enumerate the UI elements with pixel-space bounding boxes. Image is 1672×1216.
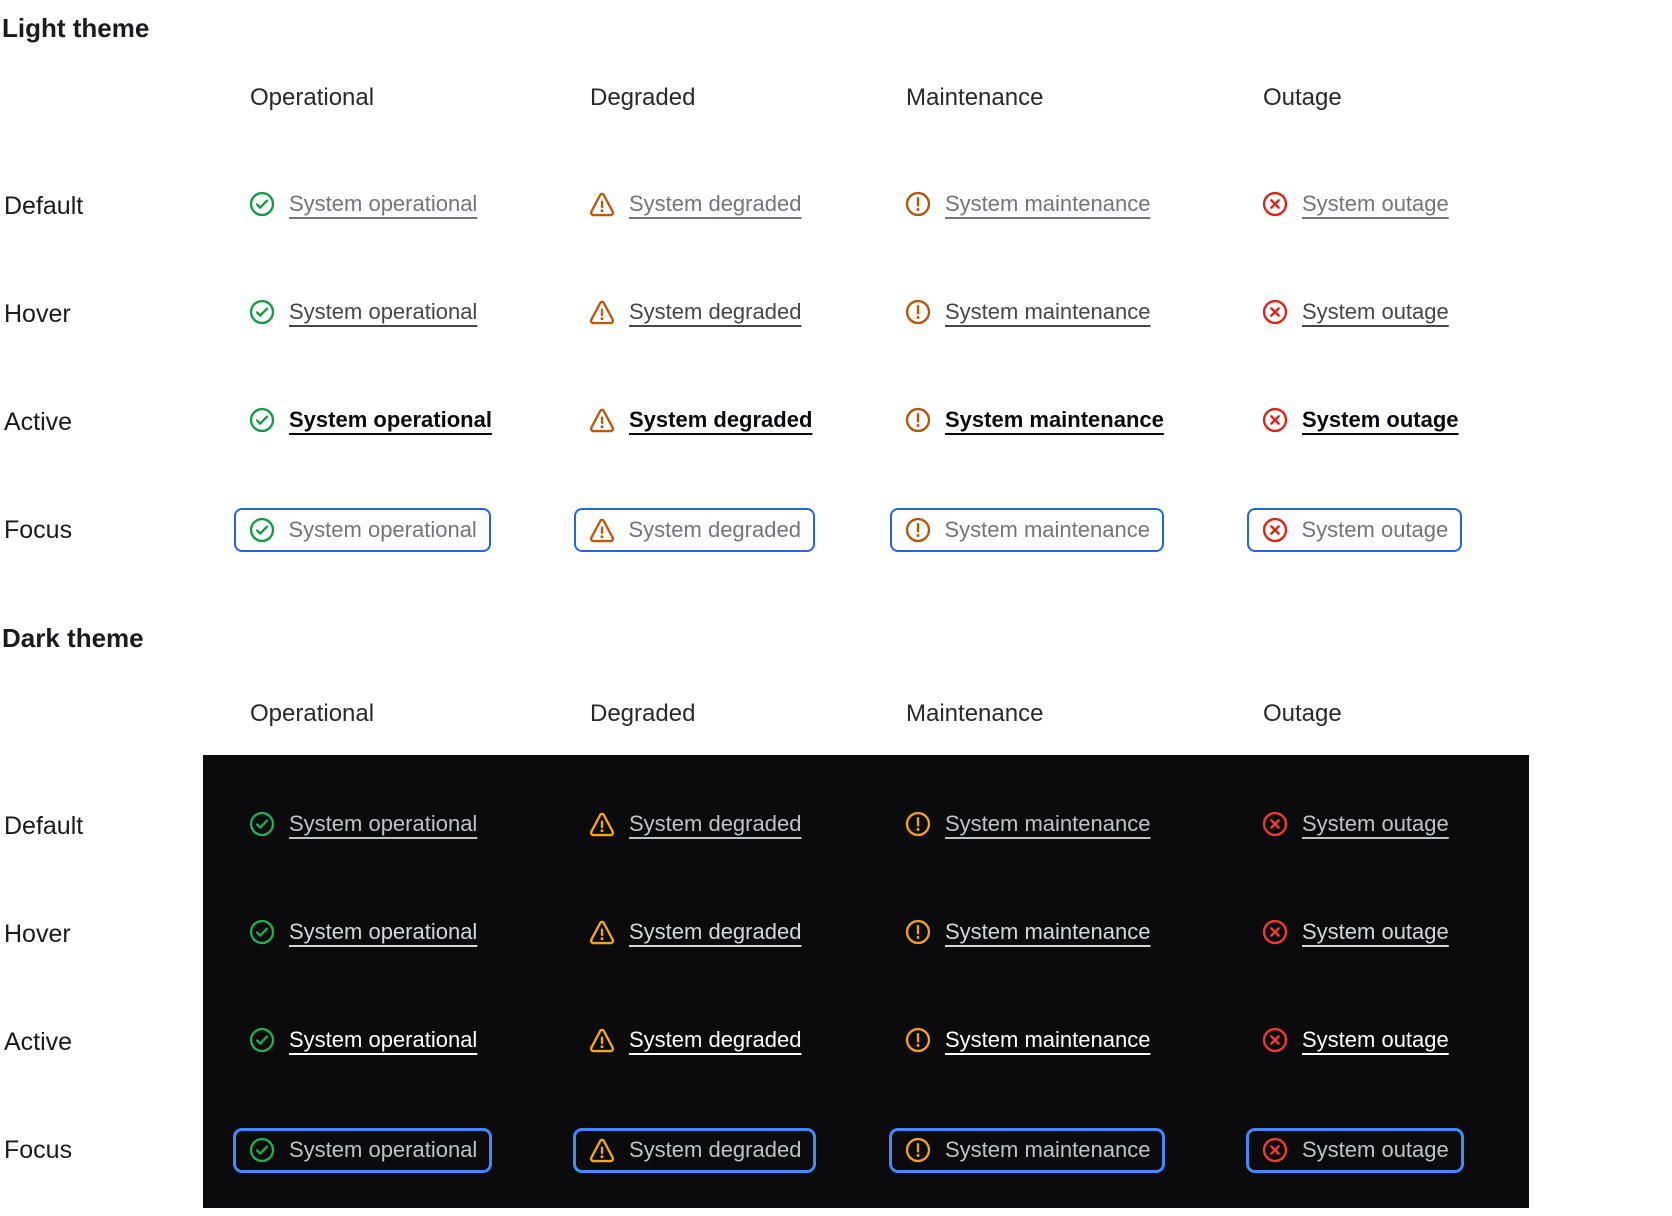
circle-exclamation-icon bbox=[904, 1026, 932, 1054]
dark-focus-operational-link[interactable]: System operational bbox=[233, 1127, 493, 1173]
light-state-row-hover: Hover System operational System degraded… bbox=[0, 260, 1672, 368]
dark-active-outage-link[interactable]: System outage bbox=[1261, 1026, 1449, 1054]
circle-check-icon bbox=[248, 406, 276, 434]
dark-hover-outage-link[interactable]: System outage bbox=[1261, 918, 1449, 946]
dark-focus-outage-link[interactable]: System outage bbox=[1246, 1127, 1464, 1173]
light-default-operational-link[interactable]: System operational bbox=[248, 190, 477, 218]
dark-focus-degraded-link[interactable]: System degraded bbox=[573, 1127, 817, 1173]
light-focus-operational-link[interactable]: System operational bbox=[233, 508, 491, 552]
column-header-outage: Outage bbox=[1263, 700, 1342, 727]
circle-xmark-icon bbox=[1261, 190, 1289, 218]
light-focus-maintenance-link[interactable]: System maintenance bbox=[889, 508, 1164, 552]
circle-exclamation-icon bbox=[904, 918, 932, 946]
light-state-row-default: Default System operational System degrad… bbox=[0, 152, 1672, 260]
column-header-operational: Operational bbox=[250, 84, 375, 111]
triangle-warning-icon bbox=[588, 516, 616, 544]
light-column-headers: Operational Degraded Maintenance Outage bbox=[0, 44, 1672, 152]
circle-xmark-icon bbox=[1261, 810, 1289, 838]
triangle-warning-icon bbox=[588, 298, 616, 326]
dark-focus-maintenance-link[interactable]: System maintenance bbox=[889, 1127, 1166, 1173]
light-hover-degraded-link[interactable]: System degraded bbox=[588, 298, 801, 326]
state-label-hover: Hover bbox=[4, 919, 71, 948]
triangle-warning-icon bbox=[588, 1026, 616, 1054]
state-label-active: Active bbox=[4, 1027, 73, 1056]
circle-xmark-icon bbox=[1261, 1026, 1289, 1054]
column-header-outage: Outage bbox=[1263, 84, 1342, 111]
dark-theme-heading: Dark theme bbox=[2, 623, 144, 653]
dark-hover-operational-link[interactable]: System operational bbox=[248, 918, 477, 946]
triangle-warning-icon bbox=[588, 406, 616, 434]
light-active-outage-link[interactable]: System outage bbox=[1261, 406, 1459, 434]
light-hover-operational-link[interactable]: System operational bbox=[248, 298, 477, 326]
dark-theme-panel bbox=[203, 755, 1529, 1208]
state-label-focus: Focus bbox=[4, 515, 73, 544]
circle-check-icon bbox=[248, 190, 276, 218]
triangle-warning-icon bbox=[588, 918, 616, 946]
dark-active-maintenance-link[interactable]: System maintenance bbox=[904, 1026, 1150, 1054]
dark-state-row-focus: Focus System operational System degraded… bbox=[0, 1096, 1672, 1204]
light-focus-degraded-link[interactable]: System degraded bbox=[573, 508, 815, 552]
column-header-degraded: Degraded bbox=[590, 700, 696, 727]
dark-column-headers: Operational Degraded Maintenance Outage bbox=[0, 656, 1672, 772]
circle-xmark-icon bbox=[1261, 918, 1289, 946]
column-header-maintenance: Maintenance bbox=[906, 700, 1044, 727]
circle-exclamation-icon bbox=[904, 810, 932, 838]
state-label-active: Active bbox=[4, 407, 73, 436]
light-theme-section: Light theme Operational Degraded Mainten… bbox=[0, 0, 1672, 584]
light-state-row-focus: Focus System operational System degraded… bbox=[0, 476, 1672, 584]
dark-default-maintenance-link[interactable]: System maintenance bbox=[904, 810, 1150, 838]
state-label-hover: Hover bbox=[4, 299, 71, 328]
circle-check-icon bbox=[248, 1136, 276, 1164]
column-header-operational: Operational bbox=[250, 700, 375, 727]
light-state-row-active: Active System operational System degrade… bbox=[0, 368, 1672, 476]
circle-check-icon bbox=[248, 918, 276, 946]
column-header-degraded: Degraded bbox=[590, 84, 696, 111]
light-default-maintenance-link[interactable]: System maintenance bbox=[904, 190, 1150, 218]
circle-check-icon bbox=[248, 1026, 276, 1054]
light-theme-heading: Light theme bbox=[2, 13, 150, 43]
light-default-degraded-link[interactable]: System degraded bbox=[588, 190, 801, 218]
column-header-maintenance: Maintenance bbox=[906, 84, 1044, 111]
dark-default-degraded-link[interactable]: System degraded bbox=[588, 810, 801, 838]
circle-exclamation-icon bbox=[904, 516, 932, 544]
dark-theme-section: Dark theme Operational Degraded Maintena… bbox=[0, 620, 1672, 1208]
dark-default-outage-link[interactable]: System outage bbox=[1261, 810, 1449, 838]
light-hover-outage-link[interactable]: System outage bbox=[1261, 298, 1449, 326]
circle-exclamation-icon bbox=[904, 406, 932, 434]
circle-check-icon bbox=[248, 298, 276, 326]
triangle-warning-icon bbox=[588, 1136, 616, 1164]
circle-xmark-icon bbox=[1261, 1136, 1289, 1164]
dark-active-operational-link[interactable]: System operational bbox=[248, 1026, 477, 1054]
state-label-focus: Focus bbox=[4, 1135, 73, 1164]
dark-state-row-active: Active System operational System degrade… bbox=[0, 988, 1672, 1096]
state-label-default: Default bbox=[4, 191, 84, 220]
circle-xmark-icon bbox=[1261, 406, 1289, 434]
state-label-default: Default bbox=[4, 811, 84, 840]
circle-check-icon bbox=[248, 516, 276, 544]
light-default-outage-link[interactable]: System outage bbox=[1261, 190, 1449, 218]
dark-default-operational-link[interactable]: System operational bbox=[248, 810, 477, 838]
dark-state-row-default: Default System operational System degrad… bbox=[0, 772, 1672, 880]
triangle-warning-icon bbox=[588, 810, 616, 838]
circle-exclamation-icon bbox=[904, 298, 932, 326]
circle-xmark-icon bbox=[1261, 516, 1289, 544]
light-active-maintenance-link[interactable]: System maintenance bbox=[904, 406, 1164, 434]
circle-xmark-icon bbox=[1261, 298, 1289, 326]
dark-hover-degraded-link[interactable]: System degraded bbox=[588, 918, 801, 946]
dark-active-degraded-link[interactable]: System degraded bbox=[588, 1026, 801, 1054]
light-hover-maintenance-link[interactable]: System maintenance bbox=[904, 298, 1150, 326]
dark-hover-maintenance-link[interactable]: System maintenance bbox=[904, 918, 1150, 946]
circle-check-icon bbox=[248, 810, 276, 838]
dark-state-row-hover: Hover System operational System degraded… bbox=[0, 880, 1672, 988]
light-active-operational-link[interactable]: System operational bbox=[248, 406, 492, 434]
circle-exclamation-icon bbox=[904, 190, 932, 218]
light-active-degraded-link[interactable]: System degraded bbox=[588, 406, 812, 434]
light-focus-outage-link[interactable]: System outage bbox=[1246, 508, 1463, 552]
circle-exclamation-icon bbox=[904, 1136, 932, 1164]
triangle-warning-icon bbox=[588, 190, 616, 218]
